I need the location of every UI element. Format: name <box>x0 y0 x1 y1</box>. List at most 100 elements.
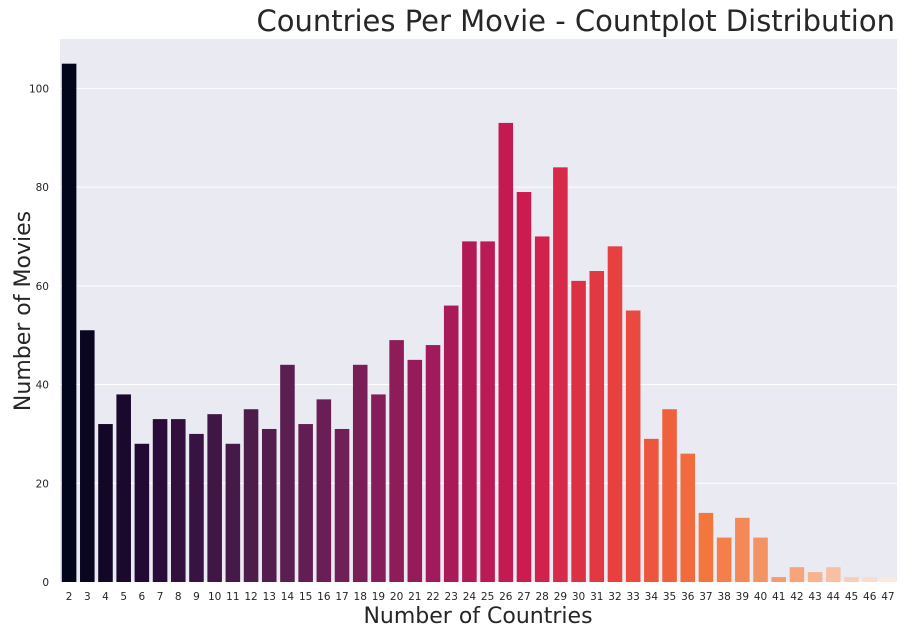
x-tick-label: 4 <box>102 591 109 603</box>
bar-13 <box>261 428 277 582</box>
x-tick-label: 32 <box>608 591 621 603</box>
bar-23 <box>443 305 459 582</box>
x-tick-label: 43 <box>808 591 821 603</box>
x-tick-label: 44 <box>827 591 841 603</box>
bar-30 <box>571 280 586 582</box>
bar-6 <box>134 443 150 582</box>
y-axis-label: Number of Movies <box>11 211 36 411</box>
y-tick-label: 40 <box>36 380 49 392</box>
y-tick-label: 20 <box>36 478 49 490</box>
bar-33 <box>625 310 641 582</box>
x-tick-label: 9 <box>193 591 200 603</box>
x-tick-label: 20 <box>390 591 403 603</box>
bar-31 <box>589 271 605 582</box>
x-tick-label: 3 <box>84 591 91 603</box>
x-tick-label: 13 <box>263 591 276 603</box>
bar-36 <box>680 453 696 582</box>
bar-2 <box>61 63 77 582</box>
bar-5 <box>116 394 131 582</box>
x-tick-label: 45 <box>845 591 858 603</box>
bar-17 <box>334 428 350 582</box>
x-tick-label: 6 <box>139 591 146 603</box>
x-tick-label: 16 <box>317 591 331 603</box>
bar-4 <box>98 424 113 582</box>
bar-25 <box>480 241 495 582</box>
bar-44 <box>826 567 841 582</box>
x-tick-labels: 2 3 4 5 6 7 8 9 10 11 12 13 14 15 16 17 18 19 20 21 22 23 24 25… <box>66 591 895 603</box>
bar-47 <box>880 577 896 582</box>
bar-21 <box>407 359 423 582</box>
x-tick-label: 27 <box>517 591 530 603</box>
bar-9 <box>189 433 204 582</box>
bar-45 <box>844 577 859 582</box>
bar-35 <box>662 409 677 582</box>
bar-18 <box>352 364 368 582</box>
bar-22 <box>425 345 441 582</box>
x-tick-label: 10 <box>208 591 221 603</box>
x-tick-label: 19 <box>372 591 385 603</box>
x-tick-label: 2 <box>66 591 73 603</box>
x-tick-label: 34 <box>645 591 659 603</box>
x-tick-label: 41 <box>772 591 785 603</box>
bar-46 <box>862 577 877 582</box>
x-tick-label: 38 <box>717 591 730 603</box>
x-tick-label: 47 <box>881 591 894 603</box>
x-tick-label: 21 <box>408 591 421 603</box>
x-tick-label: 8 <box>175 591 182 603</box>
x-tick-label: 25 <box>481 591 494 603</box>
bar-10 <box>207 414 222 582</box>
bar-29 <box>553 167 568 582</box>
bar-26 <box>498 122 514 582</box>
bar-24 <box>462 241 477 582</box>
x-tick-label: 18 <box>354 591 367 603</box>
bar-3 <box>80 330 95 582</box>
x-tick-label: 31 <box>590 591 603 603</box>
bar-27 <box>516 192 532 582</box>
x-tick-label: 28 <box>535 591 548 603</box>
x-tick-label: 12 <box>244 591 257 603</box>
y-tick-labels: 0 20 40 60 80 100 <box>29 83 49 589</box>
y-tick-label: 0 <box>42 577 49 589</box>
bar-37 <box>698 512 714 582</box>
bar-39 <box>735 517 750 582</box>
x-tick-label: 17 <box>335 591 348 603</box>
y-tick-label: 100 <box>29 83 49 95</box>
bar-16 <box>316 399 332 582</box>
bar-20 <box>389 340 404 582</box>
x-tick-label: 24 <box>463 591 477 603</box>
x-tick-label: 33 <box>626 591 639 603</box>
x-tick-label: 11 <box>226 591 239 603</box>
y-tick-label: 80 <box>36 182 49 194</box>
x-tick-label: 36 <box>681 591 695 603</box>
x-tick-label: 15 <box>299 591 312 603</box>
x-tick-label: 26 <box>499 591 513 603</box>
x-tick-label: 42 <box>790 591 803 603</box>
bar-43 <box>807 572 823 582</box>
x-axis-label: Number of Countries <box>363 604 592 629</box>
bars <box>61 63 896 583</box>
x-tick-label: 40 <box>754 591 767 603</box>
bar-7 <box>152 419 168 582</box>
bar-14 <box>280 364 295 582</box>
bar-38 <box>716 537 732 582</box>
x-tick-label: 30 <box>572 591 585 603</box>
x-tick-label: 14 <box>281 591 295 603</box>
bar-19 <box>371 394 386 582</box>
x-tick-label: 7 <box>157 591 164 603</box>
bar-42 <box>789 567 805 582</box>
bar-28 <box>534 236 550 583</box>
x-tick-label: 37 <box>699 591 712 603</box>
x-tick-label: 23 <box>445 591 458 603</box>
bar-41 <box>771 577 787 582</box>
x-tick-label: 35 <box>663 591 676 603</box>
x-tick-label: 5 <box>120 591 127 603</box>
bar-15 <box>298 424 313 582</box>
bar-8 <box>170 419 186 582</box>
x-tick-label: 39 <box>736 591 749 603</box>
bar-12 <box>243 409 259 582</box>
bar-34 <box>644 438 659 582</box>
x-tick-label: 22 <box>426 591 439 603</box>
y-tick-label: 60 <box>36 281 49 293</box>
bar-11 <box>225 443 241 582</box>
